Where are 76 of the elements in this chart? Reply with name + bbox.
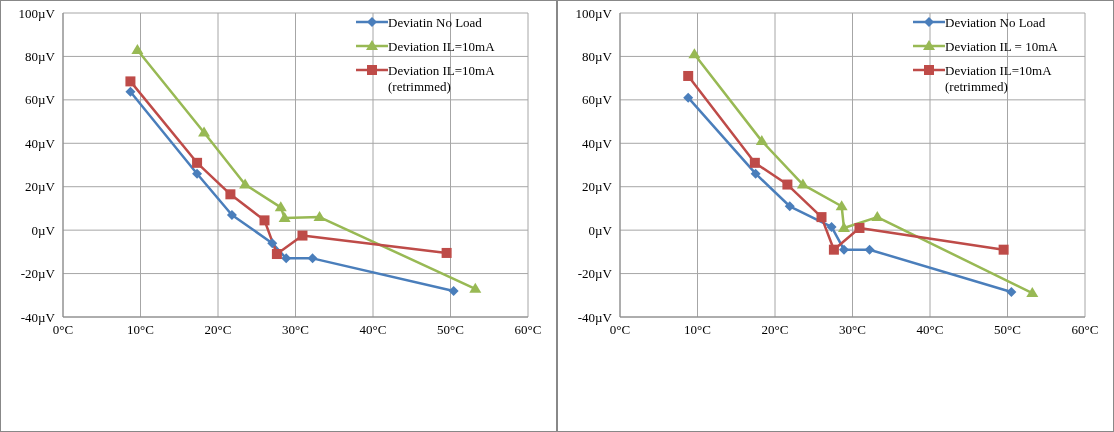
legend-label: Deviation IL=10mA: [388, 39, 496, 55]
point: [683, 92, 694, 103]
point: [998, 244, 1009, 255]
point: [274, 201, 287, 212]
point: [854, 222, 865, 233]
x-tick-label: 50°C: [437, 322, 464, 338]
x-tick-label: 0°C: [609, 322, 631, 338]
y-tick-label: 40µV: [582, 135, 613, 151]
x-tick-label: 50°C: [994, 322, 1021, 338]
point: [125, 76, 136, 87]
x-tick-label: 30°C: [839, 322, 866, 338]
y-tick-label: -20µV: [577, 266, 613, 282]
y-tick-label: -20µV: [20, 266, 56, 282]
point: [271, 249, 282, 260]
y-tick-label: 0µV: [31, 222, 56, 238]
x-tick-label: 20°C: [761, 322, 789, 338]
legend-label: Deviation No Load: [945, 15, 1047, 31]
point: [826, 221, 837, 232]
y-tick-label: -40µV: [20, 309, 56, 325]
point: [784, 201, 795, 212]
legend-label: Deviatin No Load: [388, 15, 483, 31]
x-tick-label: 10°C: [684, 322, 711, 338]
x-tick-label: 30°C: [282, 322, 309, 338]
x-tick-label: 60°C: [514, 322, 542, 338]
y-tick-label: 60µV: [582, 92, 613, 108]
point: [683, 70, 694, 81]
point: [782, 179, 793, 190]
legend-label: Deviation IL = 10mA: [945, 39, 1059, 55]
x-tick-label: 60°C: [1071, 322, 1099, 338]
point: [313, 211, 326, 222]
point: [469, 282, 482, 293]
point: [750, 168, 761, 179]
point: [816, 212, 827, 223]
x-tick-label: 40°C: [359, 322, 387, 338]
point: [1026, 287, 1039, 298]
point: [1006, 287, 1017, 298]
y-tick-label: 80µV: [582, 49, 613, 65]
point: [688, 48, 701, 59]
point: [192, 157, 203, 168]
y-tick-label: 0µV: [588, 222, 613, 238]
y-tick-label: 80µV: [25, 49, 56, 65]
x-tick-label: 40°C: [916, 322, 944, 338]
point: [281, 253, 292, 264]
point: [226, 209, 237, 220]
point: [131, 43, 144, 54]
y-tick-label: -40µV: [577, 309, 613, 325]
point: [307, 253, 318, 264]
x-tick-label: 0°C: [52, 322, 74, 338]
point: [864, 244, 875, 255]
y-tick-label: 20µV: [582, 179, 613, 195]
point: [837, 221, 850, 232]
point: [448, 285, 459, 296]
point: [198, 126, 211, 137]
point: [796, 178, 809, 189]
y-tick-label: 20µV: [25, 179, 56, 195]
y-tick-label: 40µV: [25, 135, 56, 151]
point: [278, 211, 291, 222]
y-tick-label: 100µV: [575, 5, 613, 21]
x-tick-label: 10°C: [127, 322, 154, 338]
point: [441, 247, 452, 258]
y-tick-label: 100µV: [18, 5, 56, 21]
point: [259, 215, 270, 226]
point: [835, 200, 848, 211]
x-tick-label: 20°C: [204, 322, 232, 338]
point: [755, 135, 768, 146]
point: [297, 230, 308, 241]
legend-label: Deviation IL=10mA (retrimmed): [945, 63, 1053, 95]
y-tick-label: 60µV: [25, 92, 56, 108]
point: [838, 244, 849, 255]
point: [125, 86, 136, 97]
point: [225, 189, 236, 200]
point: [749, 157, 760, 168]
point: [267, 238, 278, 249]
point: [192, 168, 203, 179]
legend-label: Deviation IL=10mA (retrimmed): [388, 63, 496, 95]
point: [828, 244, 839, 255]
